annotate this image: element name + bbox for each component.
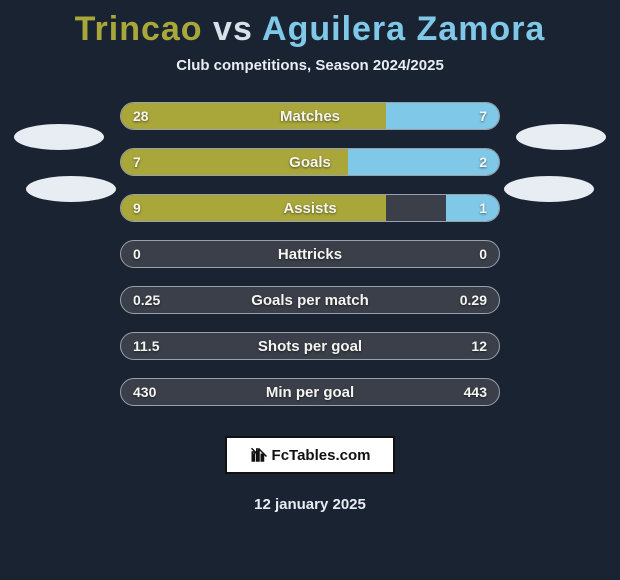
stat-label: Shots per goal [121, 333, 499, 359]
player1-value: 11.5 [121, 333, 171, 359]
player2-bar [348, 149, 499, 175]
player1-bar [121, 103, 386, 129]
vs-text: vs [213, 10, 253, 48]
player1-bar [121, 149, 348, 175]
logo-placeholder [14, 124, 104, 150]
player2-value: 0 [467, 241, 499, 267]
stat-row: 11.5 12Shots per goal [120, 332, 500, 360]
date-text: 12 january 2025 [0, 496, 620, 513]
player2-bar [446, 195, 499, 221]
brand-icon [250, 446, 268, 464]
stat-row: 0 0Hattricks [120, 240, 500, 268]
player1-value: 0.25 [121, 287, 172, 313]
subtitle: Club competitions, Season 2024/2025 [0, 57, 620, 74]
stat-label: Min per goal [121, 379, 499, 405]
brand-text: FcTables.com [272, 447, 371, 464]
stat-label: Hattricks [121, 241, 499, 267]
stat-row: 72Goals [120, 148, 500, 176]
player2-name: Aguilera Zamora [262, 10, 545, 48]
player2-value: 0.29 [448, 287, 499, 313]
logo-placeholder [26, 176, 116, 202]
player2-value: 12 [459, 333, 499, 359]
stat-row: 430 443Min per goal [120, 378, 500, 406]
player2-value: 443 [452, 379, 499, 405]
player1-name: Trincao [75, 10, 203, 48]
stat-row: 91Assists [120, 194, 500, 222]
stat-label: Goals per match [121, 287, 499, 313]
stats-container: 287Matches 72Goals 91Assists 0 0Hattricks 0.2… [120, 102, 500, 406]
player2-bar [386, 103, 499, 129]
player1-value: 0 [121, 241, 153, 267]
logo-placeholder [504, 176, 594, 202]
player1-bar [121, 195, 386, 221]
comparison-title: Trincao vs Aguilera Zamora [0, 0, 620, 57]
logo-placeholder [516, 124, 606, 150]
stat-row: 0.25 0.29Goals per match [120, 286, 500, 314]
stat-row: 287Matches [120, 102, 500, 130]
brand-badge: FcTables.com [225, 436, 395, 474]
player1-value: 430 [121, 379, 168, 405]
